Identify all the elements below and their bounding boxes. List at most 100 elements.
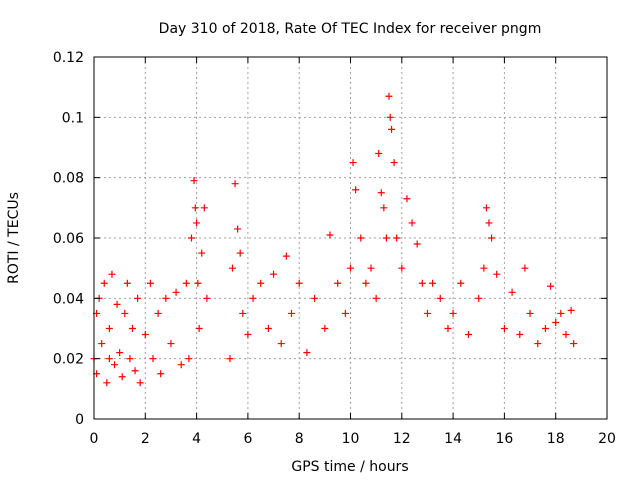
data-point [303, 349, 311, 357]
axis-ticks [93, 56, 608, 420]
data-point [388, 125, 396, 133]
x-tick-label: 6 [243, 431, 252, 447]
data-point [100, 279, 108, 287]
data-point [493, 270, 501, 278]
data-point [480, 264, 488, 272]
data-point [200, 204, 208, 212]
data-point [562, 331, 570, 339]
data-point [321, 325, 329, 332]
data-point [118, 373, 126, 381]
data-point [418, 279, 426, 287]
data-point [516, 331, 524, 339]
data-point [326, 231, 334, 239]
data-point [113, 300, 121, 308]
data-point [375, 150, 383, 158]
data-point [488, 234, 496, 242]
data-point [121, 309, 129, 317]
data-point [105, 325, 113, 332]
y-tick-label: 0.06 [53, 231, 84, 247]
data-point [146, 279, 154, 287]
data-point [244, 331, 252, 339]
data-point [485, 219, 493, 227]
data-point [136, 379, 144, 387]
x-tick-label: 12 [393, 431, 411, 447]
data-point [264, 325, 272, 332]
data-point [357, 234, 365, 242]
data-point [547, 282, 555, 290]
data-point [131, 367, 139, 375]
data-point [105, 355, 113, 363]
data-point [194, 279, 202, 287]
data-point [239, 309, 247, 317]
data-point [380, 204, 388, 212]
data-point [429, 279, 437, 287]
x-axis-label: GPS time / hours [291, 459, 408, 475]
data-point [295, 279, 303, 287]
data-point [393, 234, 401, 242]
x-tick-label: 4 [192, 431, 201, 447]
grid-lines [94, 57, 607, 419]
y-tick-label: 0.12 [53, 50, 84, 66]
data-point [500, 325, 508, 332]
data-point [444, 325, 452, 332]
y-axis-label: ROTI / TECUs [6, 192, 22, 284]
data-point [231, 180, 239, 188]
data-point [108, 270, 116, 278]
data-point [128, 325, 136, 332]
data-point [141, 331, 149, 339]
data-point [377, 189, 385, 197]
data-point [482, 204, 490, 212]
data-point [423, 309, 431, 317]
data-point [103, 379, 111, 387]
data-point [352, 186, 360, 194]
data-point [116, 349, 124, 357]
data-point [457, 279, 465, 287]
data-point [449, 309, 457, 317]
data-point [177, 361, 185, 369]
data-point [408, 219, 416, 227]
data-point [172, 288, 180, 296]
data-point [436, 294, 444, 302]
data-point [557, 309, 565, 317]
data-point [98, 340, 106, 348]
data-point [182, 279, 190, 287]
data-point [382, 234, 390, 242]
x-tick-label: 0 [90, 431, 99, 447]
data-point [390, 159, 398, 167]
data-point [236, 249, 244, 257]
data-point [367, 264, 375, 272]
data-point [570, 340, 578, 348]
y-tick-label: 0 [75, 412, 84, 428]
data-point [372, 294, 380, 302]
x-tick-label: 14 [444, 431, 462, 447]
data-point [386, 113, 394, 121]
x-tick-label: 20 [598, 431, 616, 447]
data-point [413, 240, 421, 248]
data-point [403, 195, 411, 203]
data-point [229, 264, 237, 272]
data-point [508, 288, 516, 296]
data-point [111, 361, 119, 369]
x-tick-label: 16 [495, 431, 513, 447]
data-point [277, 340, 285, 348]
data-point [126, 355, 134, 363]
data-point [282, 252, 290, 260]
data-point [195, 325, 203, 332]
y-tick-label: 0.04 [53, 291, 84, 307]
data-point [249, 294, 257, 302]
y-tick-label: 0.02 [53, 352, 84, 368]
data-point [526, 309, 534, 317]
data-point [385, 92, 393, 100]
data-point [521, 264, 529, 272]
data-point [234, 225, 242, 233]
y-tick-label: 0.1 [62, 110, 84, 126]
data-point [193, 219, 201, 227]
data-point [162, 294, 170, 302]
data-point [541, 325, 549, 332]
data-point [190, 177, 198, 185]
y-tick-label: 0.08 [53, 171, 84, 187]
data-point [157, 370, 165, 378]
data-point [552, 318, 560, 326]
